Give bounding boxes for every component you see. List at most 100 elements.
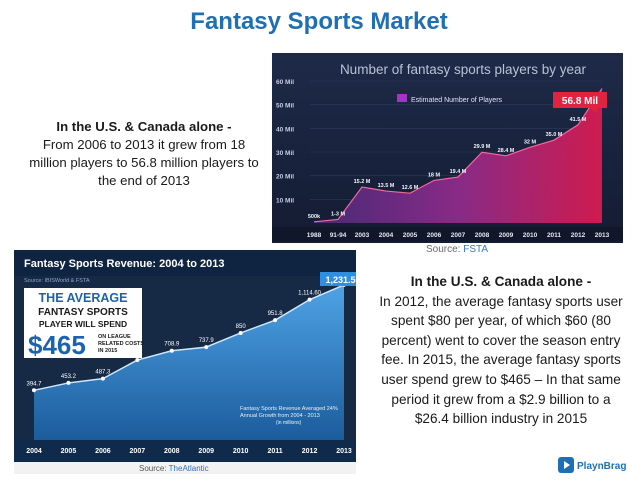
- revenue-data-label: 1,114.60: [298, 291, 322, 297]
- players-legend-label: Estimated Number of Players: [411, 97, 503, 104]
- revenue-data-label: 394.7: [26, 381, 42, 387]
- players-chart-title: Number of fantasy sports players by year: [340, 62, 587, 77]
- revenue-callout-label: 1,231.50: [325, 275, 356, 285]
- players-x-tick-label: 2009: [499, 232, 514, 239]
- players-y-tick-label: 20 Mil: [276, 174, 294, 181]
- revenue-x-tick-label: 2008: [164, 448, 180, 455]
- revenue-data-label: 708.9: [164, 342, 180, 348]
- revenue-chart-title: Fantasy Sports Revenue: 2004 to 2013: [24, 258, 225, 270]
- players-data-label: 1-3 M: [331, 211, 345, 217]
- revenue-x-tick-label: 2010: [233, 448, 249, 455]
- players-x-tick-label: 2011: [547, 232, 561, 239]
- players-y-tick-label: 40 Mil: [276, 126, 294, 133]
- revenue-chart-panel: Fantasy Sports Revenue: 2004 to 2013 Sou…: [14, 250, 356, 474]
- revenue-x-tick-label: 2012: [302, 448, 318, 455]
- players-x-tick-label: 1988: [307, 232, 322, 239]
- revenue-point: [100, 376, 105, 381]
- revenue-source-name: TheAtlantic: [169, 464, 209, 473]
- players-x-tick-label: 2006: [427, 232, 442, 239]
- players-chart-panel: Number of fantasy sports players by year…: [272, 53, 623, 243]
- revenue-annotation-1: Fantasy Sports Revenue Averaged 24%: [240, 406, 338, 412]
- inset-note1: ON LEAGUE: [98, 334, 131, 340]
- players-data-label: 35.0 M: [546, 132, 563, 138]
- revenue-source-top: Source: IBISWorld & FSTA: [24, 278, 90, 284]
- players-source: Source: FSTA: [426, 244, 488, 255]
- left-text-box: In the U.S. & Canada alone - From 2006 t…: [26, 118, 262, 190]
- players-data-label: 19.4 M: [450, 169, 467, 175]
- revenue-point: [273, 318, 278, 323]
- revenue-point: [135, 358, 140, 363]
- revenue-line: [33, 284, 345, 392]
- players-x-tick-label: 2010: [523, 232, 538, 239]
- players-callout-label: 56.8 Mil: [562, 96, 598, 107]
- playnbrag-logo[interactable]: PlaynBrag: [558, 455, 634, 475]
- revenue-chart: Fantasy Sports Revenue: 2004 to 2013 Sou…: [14, 250, 356, 474]
- revenue-x-tick-label: 2005: [61, 448, 77, 455]
- revenue-x-tick-label: 2011: [268, 448, 283, 455]
- revenue-point: [204, 345, 209, 350]
- players-x-tick-label: 2003: [355, 232, 370, 239]
- players-x-tick-label: 2007: [451, 232, 466, 239]
- players-y-tick-label: 10 Mil: [276, 197, 294, 204]
- players-data-label: 32 M: [524, 139, 537, 145]
- revenue-callout: 1,231.50: [320, 272, 356, 286]
- right-text-body: In 2012, the average fantasy sports user…: [379, 293, 623, 427]
- inset-line3: PLAYER WILL SPEND: [39, 319, 127, 329]
- players-source-name: FSTA: [463, 244, 489, 255]
- players-line: [313, 88, 603, 223]
- revenue-point: [238, 330, 243, 335]
- players-y-ticks: 10 Mil 20 Mil 30 Mil 40 Mil 50 Mil 60 Mil: [276, 79, 294, 204]
- revenue-point: [307, 297, 312, 302]
- players-chart: Number of fantasy sports players by year…: [272, 62, 623, 241]
- revenue-inset-card: THE AVERAGE FANTASY SPORTS PLAYER WILL S…: [24, 288, 144, 360]
- players-data-label: 28.4 M: [498, 148, 515, 154]
- players-y-tick-label: 50 Mil: [276, 103, 294, 110]
- players-source-prefix: Source:: [426, 244, 464, 255]
- players-data-label: 15.2 M: [354, 179, 371, 185]
- logo-text: PlaynBrag: [577, 461, 626, 472]
- players-data-labels: 500k 1-3 M 15.2 M 13.5 M 12.6 M 18 M 19.4 M 29.…: [308, 117, 587, 220]
- left-text-heading: In the U.S. & Canada alone -: [56, 119, 232, 134]
- players-data-label: 500k: [308, 214, 321, 220]
- revenue-x-tick-label: 2009: [198, 448, 214, 455]
- players-x-tick-label: 2012: [571, 232, 586, 239]
- players-x-tick-label: 2008: [475, 232, 490, 239]
- revenue-data-label: 850: [236, 324, 247, 330]
- revenue-x-tick-label: 2004: [26, 448, 42, 455]
- revenue-source-prefix: Source:: [139, 464, 169, 473]
- inset-line2: FANTASY SPORTS: [38, 307, 128, 318]
- right-text-box: In the U.S. & Canada alone - In 2012, th…: [376, 272, 626, 429]
- revenue-point: [32, 388, 36, 393]
- revenue-data-label: 737.9: [199, 338, 215, 344]
- players-x-tick-label: 2013: [595, 232, 610, 239]
- revenue-x-tick-label: 2006: [95, 448, 111, 455]
- revenue-x-ticks: 2004 2005 2006 2007 2008 2009 2010 2011 2012 2013: [14, 440, 356, 462]
- players-data-label: 41.5 M: [570, 117, 587, 123]
- inset-note2: RELATED COSTS: [98, 341, 144, 347]
- players-data-label: 12.6 M: [402, 185, 419, 191]
- players-legend-swatch: [397, 94, 407, 102]
- inset-line1: THE AVERAGE: [39, 291, 128, 305]
- inset-note3: IN 2015: [98, 348, 117, 354]
- revenue-data-label: 453.2: [61, 374, 77, 380]
- players-callout: 56.8 Mil: [553, 92, 607, 113]
- revenue-x-tick-label: 2007: [130, 448, 146, 455]
- players-x-tick-label: 91-94: [330, 232, 347, 239]
- slide-title: Fantasy Sports Market: [190, 8, 448, 35]
- players-area: [314, 88, 602, 223]
- revenue-point: [169, 348, 174, 353]
- players-y-tick-label: 30 Mil: [276, 150, 294, 157]
- revenue-data-label: 487.3: [95, 370, 111, 376]
- players-data-label: 13.5 M: [378, 183, 395, 189]
- revenue-data-label: 951.8: [268, 311, 284, 317]
- right-text-heading: In the U.S. & Canada alone -: [410, 274, 592, 289]
- players-x-ticks: 1988 91-94 2003 2004 2005 2006 2007 2008 2009 201…: [272, 227, 623, 241]
- revenue-point: [66, 380, 71, 385]
- left-text-body: From 2006 to 2013 it grew from 18 millio…: [29, 137, 259, 188]
- revenue-x-tick-label: 2013: [336, 448, 352, 455]
- players-data-label: 29.9 M: [474, 144, 491, 150]
- players-y-tick-label: 60 Mil: [276, 79, 294, 86]
- revenue-annotation-2: Annual Growth from 2004 - 2013: [240, 413, 320, 419]
- players-data-label: 18 M: [428, 172, 441, 178]
- inset-amount: $465: [28, 330, 86, 360]
